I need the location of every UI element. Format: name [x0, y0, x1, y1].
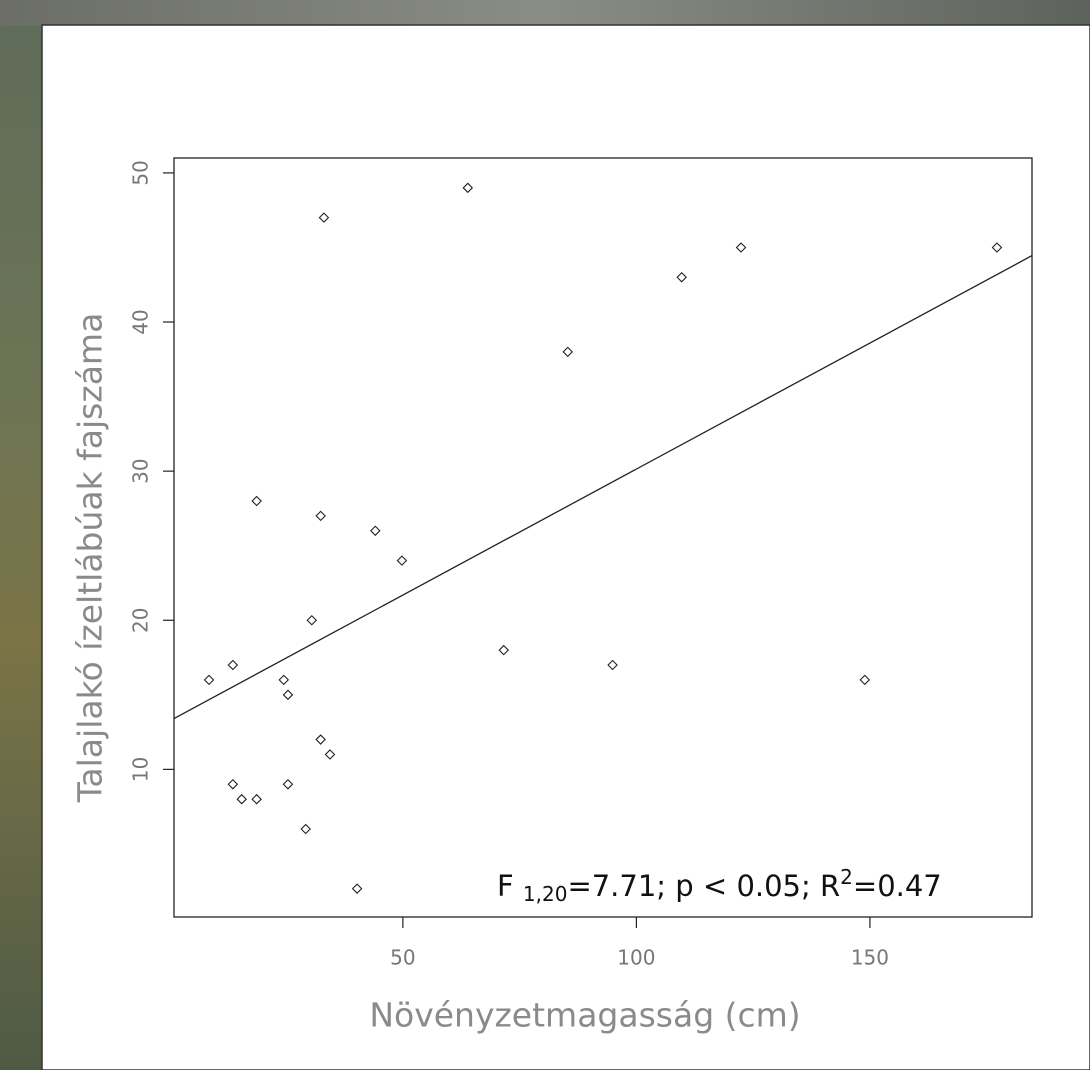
point: [991, 242, 1003, 253]
point: [562, 346, 574, 358]
y-tick-label: 20: [129, 608, 153, 633]
point: [396, 555, 408, 566]
x-axis-title: Növényzetmagasság (cm): [369, 996, 800, 1035]
annotation-part: =0.47: [853, 869, 942, 903]
point: [318, 212, 330, 223]
point: [251, 495, 262, 507]
point: [351, 883, 363, 894]
point: [370, 525, 381, 537]
point: [735, 242, 747, 253]
point: [203, 674, 215, 686]
point: [306, 614, 318, 626]
point: [462, 182, 474, 194]
annotation-part: 1,20: [523, 882, 568, 906]
annotation-part: F: [497, 869, 523, 903]
x-tick-label: 100: [617, 946, 655, 970]
point: [282, 689, 294, 701]
point: [251, 793, 262, 805]
point: [498, 644, 510, 656]
point: [859, 674, 871, 686]
regression-line: [173, 255, 1033, 720]
y-tick-label: 50: [129, 160, 153, 185]
y-tick-label: 40: [129, 309, 153, 334]
point: [676, 272, 687, 283]
background-photo-top: [0, 0, 1090, 26]
plot: 50 100 150 10 20 30 40 50 Növényzetmagasság (cm)…: [71, 157, 1033, 1035]
x-tick-label: 50: [390, 946, 415, 970]
x-tick-label: 150: [851, 946, 889, 970]
annotation-part: =7.71; p < 0.05; R: [567, 869, 840, 903]
slide-panel: [41, 24, 1090, 1070]
point: [236, 793, 248, 805]
point: [278, 674, 290, 686]
point: [315, 510, 326, 522]
stat-annotation: F 1,20=7.71; p < 0.05; R2=0.47: [497, 865, 942, 906]
point: [315, 734, 326, 745]
annotation-part: 2: [840, 865, 853, 889]
y-tick-label: 30: [129, 458, 153, 483]
point: [227, 779, 239, 790]
point: [324, 749, 336, 760]
point: [300, 823, 311, 835]
point: [227, 659, 239, 671]
y-tick-label: 10: [129, 757, 153, 782]
point: [282, 779, 294, 790]
point: [607, 659, 618, 671]
plot-frame: [173, 157, 1033, 918]
y-axis-title: Talajlakó ízeltlábúak fajszáma: [71, 313, 110, 804]
